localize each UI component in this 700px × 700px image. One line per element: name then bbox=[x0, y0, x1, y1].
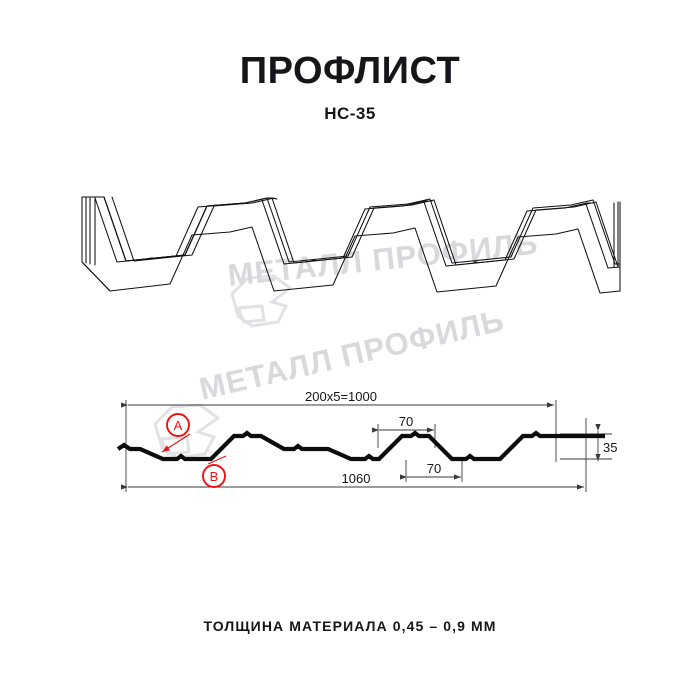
iso-corrugated-sheet bbox=[81, 196, 621, 294]
dimension-flange-top: 70 bbox=[371, 414, 434, 433]
callout-b-circle bbox=[202, 464, 226, 488]
dimension-pitch-total-text: 200x5=1000 bbox=[305, 389, 377, 404]
profile-cross-section-path bbox=[116, 430, 605, 462]
material-thickness-note: ТОЛЩИНА МАТЕРИАЛА 0,45 – 0,9 ММ bbox=[203, 618, 497, 634]
dimension-profile-height-text: 35 bbox=[603, 440, 617, 455]
dimension-overall-width-text: 1060 bbox=[342, 471, 371, 486]
header-block: ПРОФЛИСТ НС-35 bbox=[0, 52, 700, 124]
dimension-flange-top-text: 70 bbox=[399, 414, 413, 429]
page-title: ПРОФЛИСТ bbox=[239, 50, 461, 92]
dimension-pitch-total: 200x5=1000 bbox=[120, 389, 554, 408]
dimension-overall-width: 1060 bbox=[120, 471, 584, 490]
callout-b: B bbox=[202, 455, 227, 488]
callout-a-circle bbox=[166, 413, 190, 437]
iso-bottom-edge bbox=[81, 226, 621, 294]
product-code: НС-35 bbox=[324, 104, 376, 123]
dimension-flange-bottom: 70 bbox=[399, 461, 461, 480]
callout-a-label: A bbox=[174, 418, 183, 433]
iso-top-edge bbox=[81, 196, 621, 265]
dimension-flange-bottom-text: 70 bbox=[427, 461, 441, 476]
callout-b-label: B bbox=[210, 469, 219, 484]
callout-a: A bbox=[161, 413, 191, 453]
